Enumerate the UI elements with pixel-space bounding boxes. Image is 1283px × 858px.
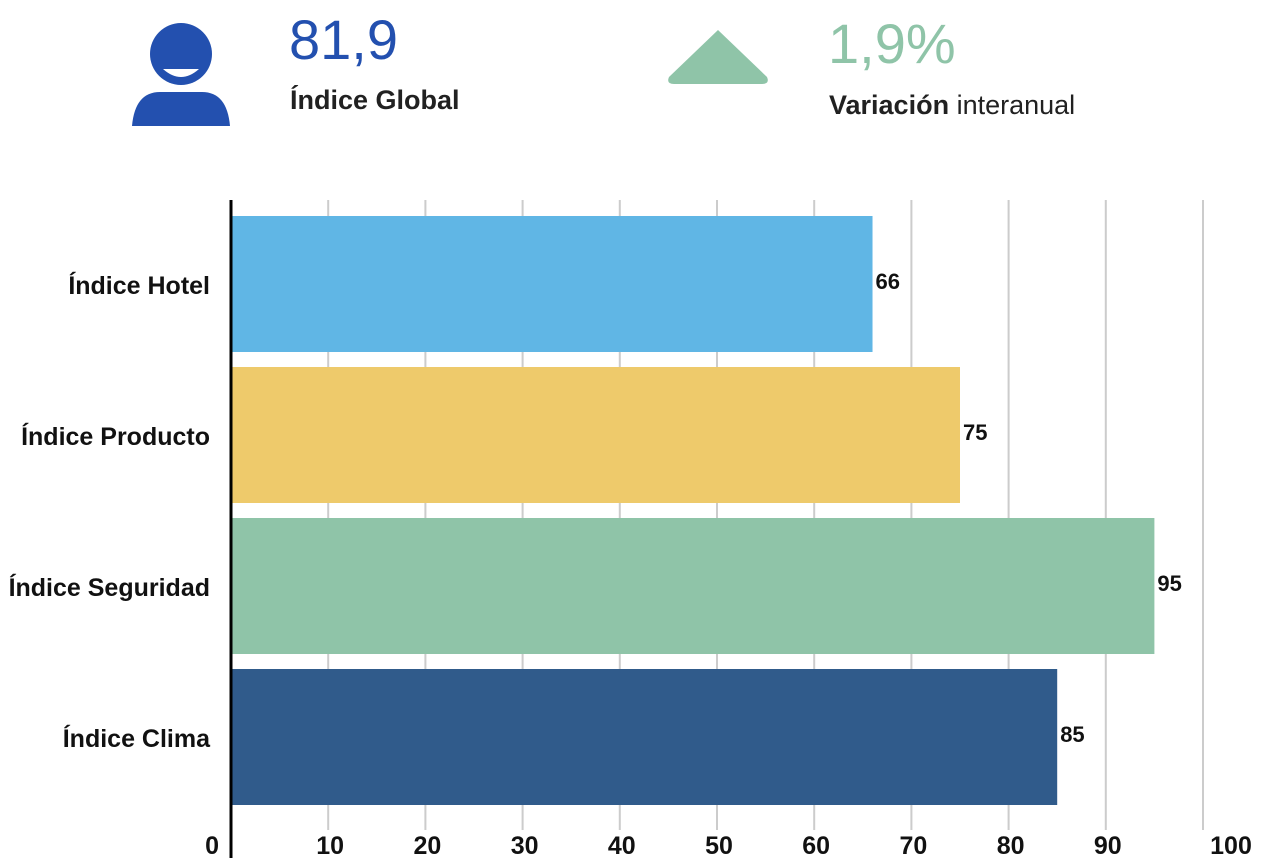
bars [231,216,1155,805]
variation-label-light: interanual [956,90,1076,120]
data-label: 75 [963,420,987,445]
bar [231,367,960,503]
x-tick-label: 80 [997,832,1025,858]
category-label: Índice Hotel [68,271,210,300]
labels: 0 10 20 30 40 50 60 70 80 90 100 Índice Hotel 66 Índi… [9,269,1252,858]
global-index-label: Índice Global [290,85,460,115]
x-tick-label: 30 [511,832,539,858]
variation-label: Variación interanual [829,92,1075,119]
variation-label-strong: Variación [829,90,950,120]
global-index-value: 81,9 [289,8,398,71]
x-tick-label: 100 [1210,832,1252,858]
x-tick-label: 0 [205,832,219,858]
user-icon [132,23,230,126]
data-label: 95 [1157,571,1181,596]
x-tick-label: 90 [1094,832,1122,858]
bar [231,216,873,352]
variation-value: 1,9% [828,12,956,75]
category-label: Índice Clima [63,724,211,753]
x-tick-label: 60 [802,832,830,858]
triangle-up-icon [668,30,768,84]
data-label: 85 [1060,722,1084,747]
bar [231,669,1058,805]
x-tick-label: 20 [413,832,441,858]
x-tick-label: 10 [316,832,344,858]
bar [231,518,1155,654]
category-label: Índice Seguridad [9,573,210,602]
x-tick-label: 70 [899,832,927,858]
data-label: 66 [876,269,900,294]
x-tick-label: 50 [705,832,733,858]
category-label: Índice Producto [21,422,210,451]
x-tick-label: 40 [608,832,636,858]
